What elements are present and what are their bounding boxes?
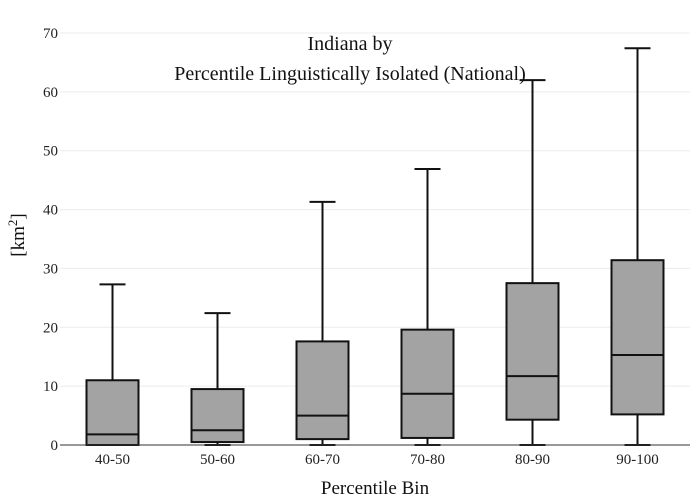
- y-axis-title-sup: 2: [5, 220, 20, 227]
- y-tick-label: 20: [43, 320, 58, 336]
- y-axis-title-base: [km: [8, 226, 29, 257]
- x-tick-label: 60-70: [305, 452, 340, 468]
- iqr-box: [190, 388, 245, 444]
- y-axis-title-end: ]: [8, 213, 29, 219]
- box-70-80: [400, 167, 455, 446]
- y-axis-title: [km2]: [5, 213, 30, 256]
- x-tick-label: 40-50: [95, 452, 130, 468]
- y-tick-labels: 0 10 20 30 40 50 60 70: [43, 26, 58, 454]
- iqr-box: [610, 259, 665, 416]
- chart-title-line-2: Percentile Linguistically Isolated (Nati…: [174, 63, 526, 85]
- box-60-70: [295, 200, 350, 446]
- x-tick-label: 70-80: [410, 452, 445, 468]
- y-tick-label: 60: [43, 85, 58, 101]
- grid-lines: [60, 32, 690, 387]
- y-tick-label: 70: [43, 26, 58, 42]
- box-90-100: [610, 47, 665, 446]
- x-tick-label: 50-60: [200, 452, 235, 468]
- x-tick-label: 90-100: [616, 452, 659, 468]
- y-tick-label: 50: [43, 144, 58, 160]
- y-tick-label: 10: [43, 379, 58, 395]
- box-80-90: [505, 79, 560, 446]
- y-tick-label: 0: [51, 438, 59, 454]
- x-axis-title: Percentile Bin: [321, 478, 430, 499]
- iqr-box: [295, 340, 350, 441]
- box-40-50: [85, 283, 140, 446]
- x-tick-labels: 40-50 50-60 60-70 70-80 80-90 90-100: [95, 452, 659, 468]
- x-tick-label: 80-90: [515, 452, 550, 468]
- iqr-box: [505, 282, 560, 421]
- boxes: [85, 47, 665, 446]
- y-tick-label: 30: [43, 261, 58, 277]
- chart-title-line-1: Indiana by: [308, 33, 393, 55]
- iqr-box: [400, 328, 455, 439]
- box-50-60: [190, 312, 245, 446]
- y-tick-label: 40: [43, 203, 58, 219]
